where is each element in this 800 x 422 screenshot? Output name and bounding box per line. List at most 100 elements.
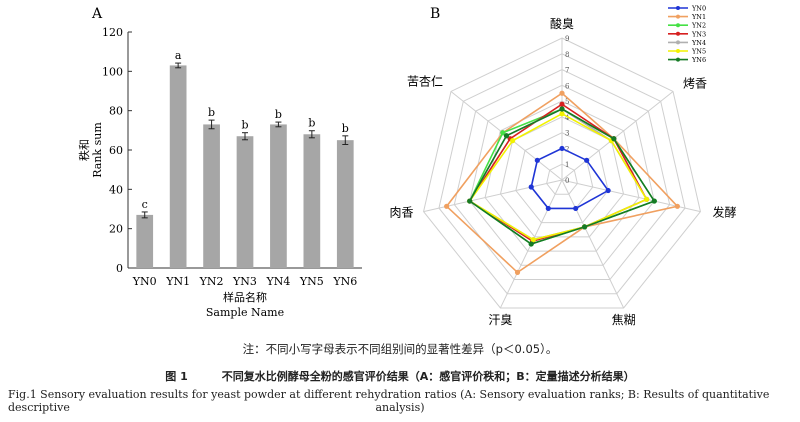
radar-axis-label: 烤香: [683, 75, 707, 90]
legend-marker: [676, 23, 680, 28]
x-tick-label: YN4: [265, 275, 290, 288]
series-point-yn1: [514, 269, 521, 275]
y-tick-label: 120: [102, 26, 123, 39]
x-axis-label-cn: 样品名称: [223, 290, 267, 304]
series-point-yn0: [605, 187, 611, 194]
legend-label: YN6: [691, 56, 706, 64]
series-point-yn1: [674, 203, 680, 209]
legend-marker: [676, 6, 680, 10]
x-tick-label: YN2: [199, 275, 224, 288]
radar-axis-label: 苦杏仁: [407, 74, 443, 88]
legend-marker: [676, 31, 680, 36]
y-tick-label: 20: [109, 223, 123, 236]
series-point-yn0: [528, 184, 534, 190]
series-point-yn6: [528, 241, 534, 247]
y-axis-label-cn: 秩和: [78, 139, 91, 161]
radial-tick-label: 3: [565, 130, 569, 138]
legend-label: YN1: [691, 13, 706, 21]
series-line-yn6: [468, 108, 656, 245]
series-point-yn5: [644, 196, 650, 202]
series-point-yn6: [581, 224, 588, 230]
y-tick-label: 80: [109, 105, 123, 118]
figure-caption-en-line2: analysis): [375, 401, 425, 414]
radial-tick-label: 5: [565, 98, 569, 106]
significance-letter: b: [241, 119, 248, 132]
bar-yn3: [236, 136, 254, 268]
radial-tick-label: 8: [565, 51, 569, 59]
significance-letter: b: [342, 122, 349, 135]
x-tick-label: YN3: [232, 275, 257, 288]
legend-marker: [676, 57, 680, 62]
radial-tick-label: 4: [565, 114, 570, 122]
radar-grid-ring: [515, 132, 609, 224]
significance-letter: b: [275, 108, 282, 121]
x-tick-label: YN5: [299, 275, 324, 288]
radial-tick-label: 0: [565, 177, 569, 185]
x-tick-label: YN1: [165, 275, 190, 288]
figure-caption-en-line1: Fig.1 Sensory evaluation results for yea…: [8, 388, 770, 414]
series-point-yn0: [559, 145, 565, 152]
legend-label: YN4: [691, 39, 706, 47]
series-point-yn1: [444, 203, 450, 209]
series-point-yn6: [559, 106, 565, 112]
series-point-yn6: [467, 198, 473, 204]
series-point-yn5: [530, 237, 536, 243]
radar-grid-ring: [499, 116, 625, 238]
y-tick-label: 40: [109, 183, 123, 196]
radar-grid-ring: [438, 53, 686, 295]
radar-axis-label: 肉香: [390, 206, 414, 220]
figure-title-cn: 不同复水比例酵母全粉的感官评价结果（A：感官评价秩和；B：定量描述分析结果）: [221, 370, 635, 383]
radial-tick-label: 6: [565, 82, 570, 90]
radar-axis-label: 酸臭: [550, 16, 574, 31]
bar-yn4: [270, 124, 287, 268]
bar-yn2: [203, 124, 220, 268]
radar-axis-label: 发酵: [712, 205, 736, 220]
y-axis-label-en: Rank sum: [91, 122, 104, 178]
significance-letter: b: [208, 106, 215, 119]
series-point-yn0: [545, 205, 551, 212]
bar-yn1: [169, 65, 187, 268]
series-point-yn6: [503, 133, 510, 139]
radar-grid-ring: [423, 37, 701, 309]
radar-grid-ring: [453, 69, 671, 281]
x-tick-label: YN0: [132, 275, 157, 288]
radar-chart-quantitative-descriptive: B0123456789酸臭烤香发酵焦糊汗臭肉香苦杏仁YN0YN1YN2YN3YN…: [390, 5, 737, 327]
y-tick-label: 100: [102, 65, 123, 78]
bar-chart-rank-sum: A 0 20 40 60 80 100 120 秩和 Rank sum c YN0 a YN1 b YN2 b Y…: [78, 6, 362, 319]
legend-label: YN0: [691, 5, 706, 13]
series-point-yn0: [573, 205, 579, 212]
legend-marker: [676, 40, 680, 45]
series-point-yn2: [500, 130, 506, 136]
x-tick-label: YN6: [332, 275, 357, 288]
significance-letter: c: [142, 198, 148, 211]
significance-letter: b: [308, 117, 315, 130]
significance-letter: a: [175, 49, 182, 62]
radial-tick-label: 1: [565, 161, 569, 169]
bar-yn0: [136, 214, 154, 268]
legend-label: YN2: [691, 22, 706, 30]
bar-yn5: [303, 134, 321, 268]
panel-label-a: A: [91, 6, 103, 22]
legend-marker: [676, 14, 680, 19]
series-point-yn6: [651, 198, 657, 204]
radar-axis-label: 焦糊: [612, 312, 636, 327]
panel-label-b: B: [430, 6, 440, 22]
series-point-yn1: [559, 90, 565, 96]
radar-grid-ring: [469, 84, 655, 266]
radar-grid-ring: [546, 163, 578, 195]
radial-tick-label: 2: [565, 145, 569, 153]
series-line-yn5: [468, 112, 648, 241]
radar-spoke: [561, 179, 625, 309]
series-point-yn5: [510, 138, 516, 144]
y-tick-label: 0: [116, 262, 123, 275]
radar-axis-label: 汗臭: [488, 312, 512, 327]
figure-caption-cn: 图 1 不同复水比例酵母全粉的感官评价结果（A：感官评价秩和；B：定量描述分析结果…: [0, 370, 800, 383]
legend-label: YN3: [691, 30, 706, 38]
figure-label: 图 1: [165, 370, 188, 383]
legend-marker: [676, 49, 680, 53]
x-axis-label-en: Sample Name: [206, 306, 284, 319]
y-tick-label: 60: [109, 144, 123, 157]
legend-label: YN5: [691, 48, 706, 56]
radial-tick-label: 7: [565, 67, 569, 75]
